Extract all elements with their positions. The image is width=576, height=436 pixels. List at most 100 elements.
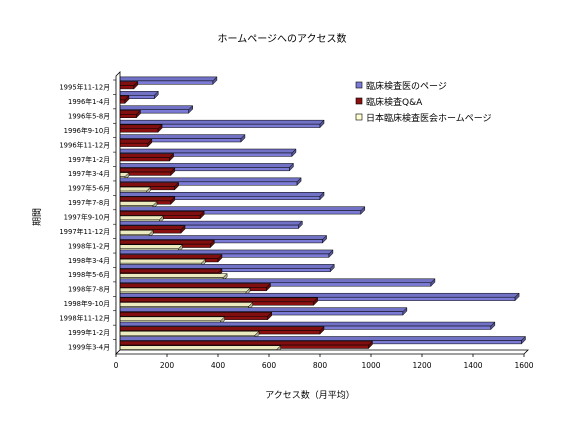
bar-top-face (115, 287, 251, 293)
bar-top-face (115, 211, 205, 216)
bar-end-face (170, 167, 176, 177)
bars-layer (115, 76, 527, 354)
bar-top-face (115, 292, 520, 298)
category-label: 1996年5-8月 (68, 112, 110, 121)
bar-top-face (115, 182, 180, 187)
bar-top-face (115, 326, 325, 331)
category-label: 1997年9-10月 (64, 213, 110, 222)
bar-top-face (115, 340, 374, 346)
chart-title: ホームページへのアクセス数 (218, 32, 347, 45)
bar-end-face (266, 282, 271, 292)
bar-end-face (319, 119, 325, 129)
bar-top-face (115, 331, 260, 336)
legend-swatch (355, 81, 363, 89)
bar-end-face (147, 138, 153, 148)
category-label: 1998年1-2月 (68, 241, 110, 250)
bar-top-face (115, 196, 176, 202)
bar-top-face (115, 167, 176, 173)
bar-top-face (115, 206, 366, 211)
bar-end-face (319, 191, 325, 201)
bar-end-face (313, 297, 318, 306)
x-tick-label: 0 (114, 361, 119, 370)
bar-top-face (115, 249, 334, 255)
bar-end-face (199, 210, 205, 220)
bar-end-face (180, 225, 186, 234)
bar-top-face (115, 153, 175, 158)
bar-top-face (115, 134, 246, 139)
bar-end-face (319, 326, 325, 335)
bar-end-face (240, 133, 246, 143)
x-tick-label: 200 (160, 361, 175, 370)
bar-end-face (296, 177, 302, 186)
bar-top-face (115, 258, 207, 264)
bar-end-face (521, 335, 526, 345)
bar-end-face (514, 292, 520, 302)
legend-label: 臨床検査Q&A (366, 96, 423, 108)
bar-end-face (360, 206, 366, 215)
bar-top-face (115, 316, 226, 322)
bar-end-face (154, 90, 159, 100)
bar-top-face (115, 105, 194, 110)
bar-end-face (170, 196, 176, 205)
category-label: 1996年11-12月 (59, 140, 110, 149)
bar-1 (115, 105, 194, 114)
bar-top-face (115, 297, 319, 303)
bar-end-face (157, 124, 163, 133)
bar-top-face (115, 186, 152, 192)
category-label: 1999年1-2月 (68, 328, 110, 337)
bar-top-face (115, 244, 184, 250)
x-tick-label: 400 (211, 361, 226, 370)
legend-label: 日本臨床検査医会ホームページ (366, 112, 492, 124)
x-tick-label: 1400 (463, 361, 482, 370)
category-label: 1996年1-4月 (68, 97, 110, 106)
bar-end-face (210, 239, 215, 249)
bar-top-face (115, 321, 496, 327)
bar-top-face (115, 302, 254, 307)
category-label: 1999年3-4月 (68, 342, 110, 351)
category-label: 1997年3-4月 (68, 169, 110, 178)
bar-end-face (174, 181, 179, 191)
x-axis-floor (115, 349, 529, 355)
bar-top-face (115, 307, 408, 312)
bar-1 (115, 263, 335, 273)
bar-top-face (115, 119, 325, 125)
bar-2 (115, 138, 153, 148)
category-label: 1997年5-6月 (68, 184, 110, 193)
bar-top-face (115, 345, 282, 350)
bar-top-face (115, 201, 158, 206)
bar-end-face (430, 278, 436, 287)
bar-1 (115, 278, 436, 287)
bar-2 (115, 153, 175, 162)
bar-end-face (188, 105, 193, 114)
bar-top-face (115, 268, 223, 274)
bar-front-face (115, 142, 149, 147)
bar-end-face (328, 249, 334, 258)
bar-end-face (136, 109, 141, 119)
bar-end-face (322, 234, 327, 244)
x-axis: 0 200 400 600 800 1000 1200 1400 1600 (113, 71, 534, 370)
category-label: 1997年11-12月 (59, 227, 110, 236)
y-axis-label: 期間 (32, 208, 43, 226)
x-axis-label: アクセス数（月平均） (265, 389, 355, 401)
bar-top-face (115, 278, 436, 284)
bar-end-face (169, 153, 174, 162)
x-tick-label: 800 (313, 361, 328, 370)
category-label: 1998年5-6月 (68, 270, 110, 279)
bar-top-face (115, 220, 303, 226)
category-label: 1997年7-8月 (68, 198, 110, 207)
bar-front-face (115, 157, 170, 162)
bar-top-face (115, 311, 273, 317)
category-label: 1998年11-12月 (59, 313, 110, 322)
bar-end-face (133, 80, 139, 90)
bar-end-face (212, 76, 218, 85)
bar-top-face (115, 264, 335, 269)
bar-front-face (115, 128, 159, 133)
bar-top-face (115, 177, 302, 183)
bar-1 (115, 76, 218, 85)
bar-top-face (115, 91, 159, 96)
bar-top-face (115, 239, 215, 245)
category-label: 1995年11-12月 (59, 83, 110, 92)
bar-top-face (115, 76, 218, 82)
